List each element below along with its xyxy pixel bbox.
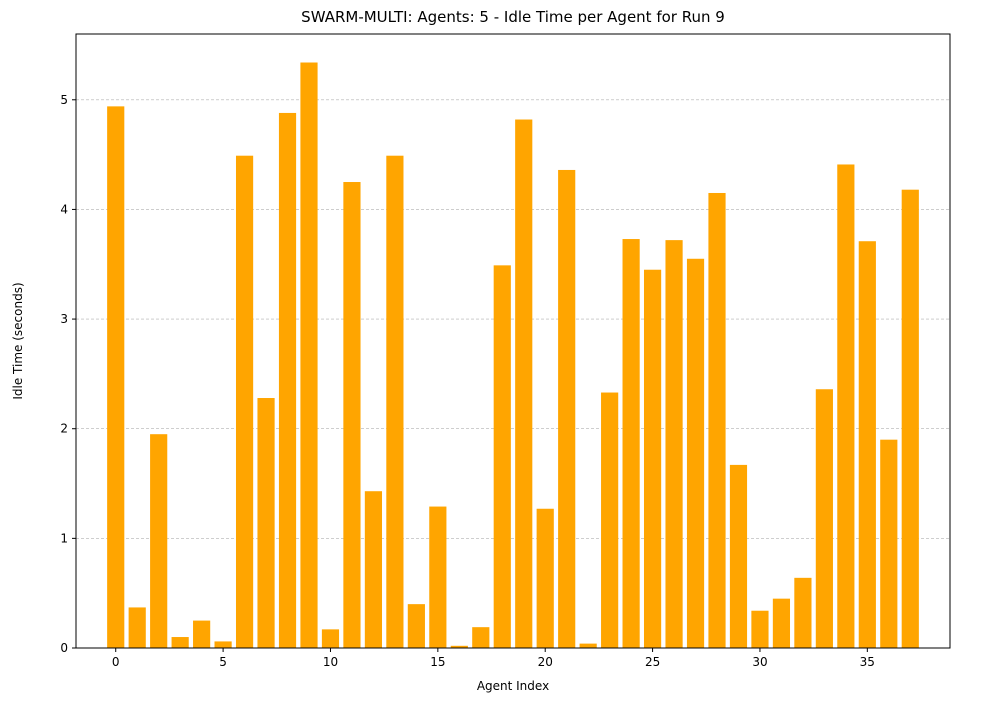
bar bbox=[407, 604, 425, 648]
x-tick-label: 15 bbox=[430, 655, 445, 669]
y-tick-label: 5 bbox=[60, 93, 68, 107]
bar bbox=[107, 106, 125, 649]
bar bbox=[171, 637, 189, 648]
bar bbox=[472, 627, 490, 648]
bar bbox=[193, 620, 211, 648]
bar bbox=[708, 192, 726, 648]
bar bbox=[901, 189, 919, 648]
bars bbox=[107, 62, 919, 649]
x-tick-label: 25 bbox=[645, 655, 660, 669]
gridlines bbox=[76, 99, 950, 539]
bar bbox=[858, 241, 876, 648]
x-tick-label: 35 bbox=[860, 655, 875, 669]
bar bbox=[214, 641, 232, 648]
bar bbox=[815, 389, 833, 648]
x-axis-label: Agent Index bbox=[477, 679, 549, 693]
bar bbox=[343, 182, 361, 648]
x-axis-ticks: 0 5 10 15 20 25 30 35 bbox=[112, 648, 875, 669]
y-tick-label: 2 bbox=[60, 422, 68, 436]
bar bbox=[128, 607, 146, 648]
bar bbox=[257, 398, 275, 648]
bar bbox=[665, 240, 683, 648]
bar bbox=[772, 598, 791, 648]
bar bbox=[386, 155, 404, 649]
bar bbox=[515, 119, 533, 649]
y-axis-label: Idle Time (seconds) bbox=[11, 282, 25, 399]
bar bbox=[751, 610, 769, 648]
plot-frame bbox=[75, 33, 951, 649]
chart-title: SWARM-MULTI: Agents: 5 - Idle Time per A… bbox=[301, 8, 725, 26]
bar bbox=[579, 643, 597, 648]
bar bbox=[321, 629, 340, 648]
bar bbox=[450, 645, 468, 648]
x-tick-label: 5 bbox=[219, 655, 227, 669]
bar bbox=[150, 434, 168, 648]
bar bbox=[837, 164, 855, 648]
y-tick-label: 3 bbox=[60, 312, 68, 326]
bar bbox=[622, 239, 640, 648]
x-tick-label: 20 bbox=[538, 655, 553, 669]
y-tick-label: 1 bbox=[60, 531, 68, 545]
bar bbox=[643, 269, 662, 648]
y-tick-label: 0 bbox=[60, 641, 68, 655]
y-axis-ticks: 0 1 2 3 4 5 bbox=[60, 93, 76, 655]
bar bbox=[536, 508, 554, 648]
bar bbox=[278, 112, 297, 648]
y-tick-label: 4 bbox=[60, 202, 68, 216]
x-tick-label: 0 bbox=[112, 655, 120, 669]
bar bbox=[235, 155, 254, 649]
bar bbox=[794, 577, 812, 648]
x-tick-label: 10 bbox=[323, 655, 338, 669]
bar bbox=[429, 506, 447, 648]
bar bbox=[364, 491, 383, 648]
bar bbox=[880, 439, 898, 648]
bar bbox=[300, 62, 318, 648]
bar bbox=[601, 392, 619, 648]
x-tick-label: 30 bbox=[752, 655, 767, 669]
bar bbox=[558, 169, 576, 648]
bar bbox=[729, 464, 748, 648]
bar bbox=[686, 258, 705, 648]
bar bbox=[493, 265, 511, 648]
